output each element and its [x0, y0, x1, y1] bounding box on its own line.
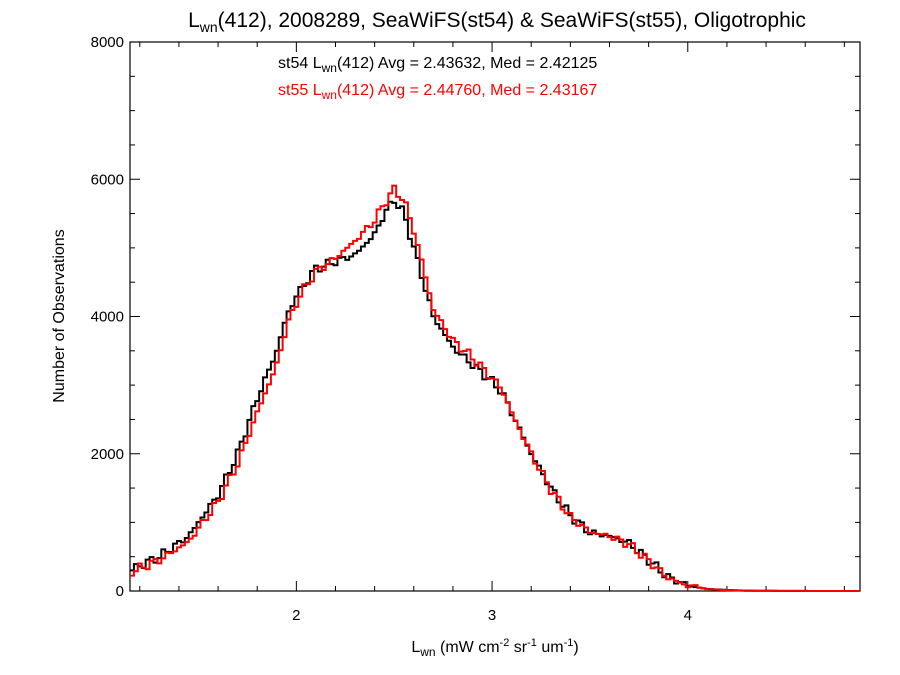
x-tick-label: 3 — [488, 607, 496, 624]
y-tick-label: 0 — [116, 583, 124, 600]
y-tick-label: 4000 — [91, 309, 124, 326]
axis-ticks: 2 3 4 0 2000 4000 6000 8000 — [91, 34, 860, 624]
series-st55-line — [130, 184, 860, 592]
st54-stats-label: st54 Lwn(412) Avg = 2.43632, Med = 2.421… — [278, 55, 597, 75]
y-tick-label: 2000 — [91, 446, 124, 463]
y-axis-label: Number of Observations — [51, 229, 68, 402]
y-tick-label: 8000 — [91, 34, 124, 51]
x-tick-label: 4 — [684, 607, 692, 624]
st55-stats-label: st55 Lwn(412) Avg = 2.44760, Med = 2.431… — [278, 82, 597, 102]
series-group — [130, 184, 860, 592]
x-tick-label: 2 — [292, 607, 300, 624]
x-axis-label: Lwn (mW cm-2 sr-1 um-1) — [411, 637, 578, 659]
stats-annotations: st54 Lwn(412) Avg = 2.43632, Med = 2.421… — [278, 55, 597, 102]
y-tick-label: 6000 — [91, 171, 124, 188]
chart-title: Lwn(412), 2008289, SeaWiFS(st54) & SeaWi… — [188, 9, 806, 35]
